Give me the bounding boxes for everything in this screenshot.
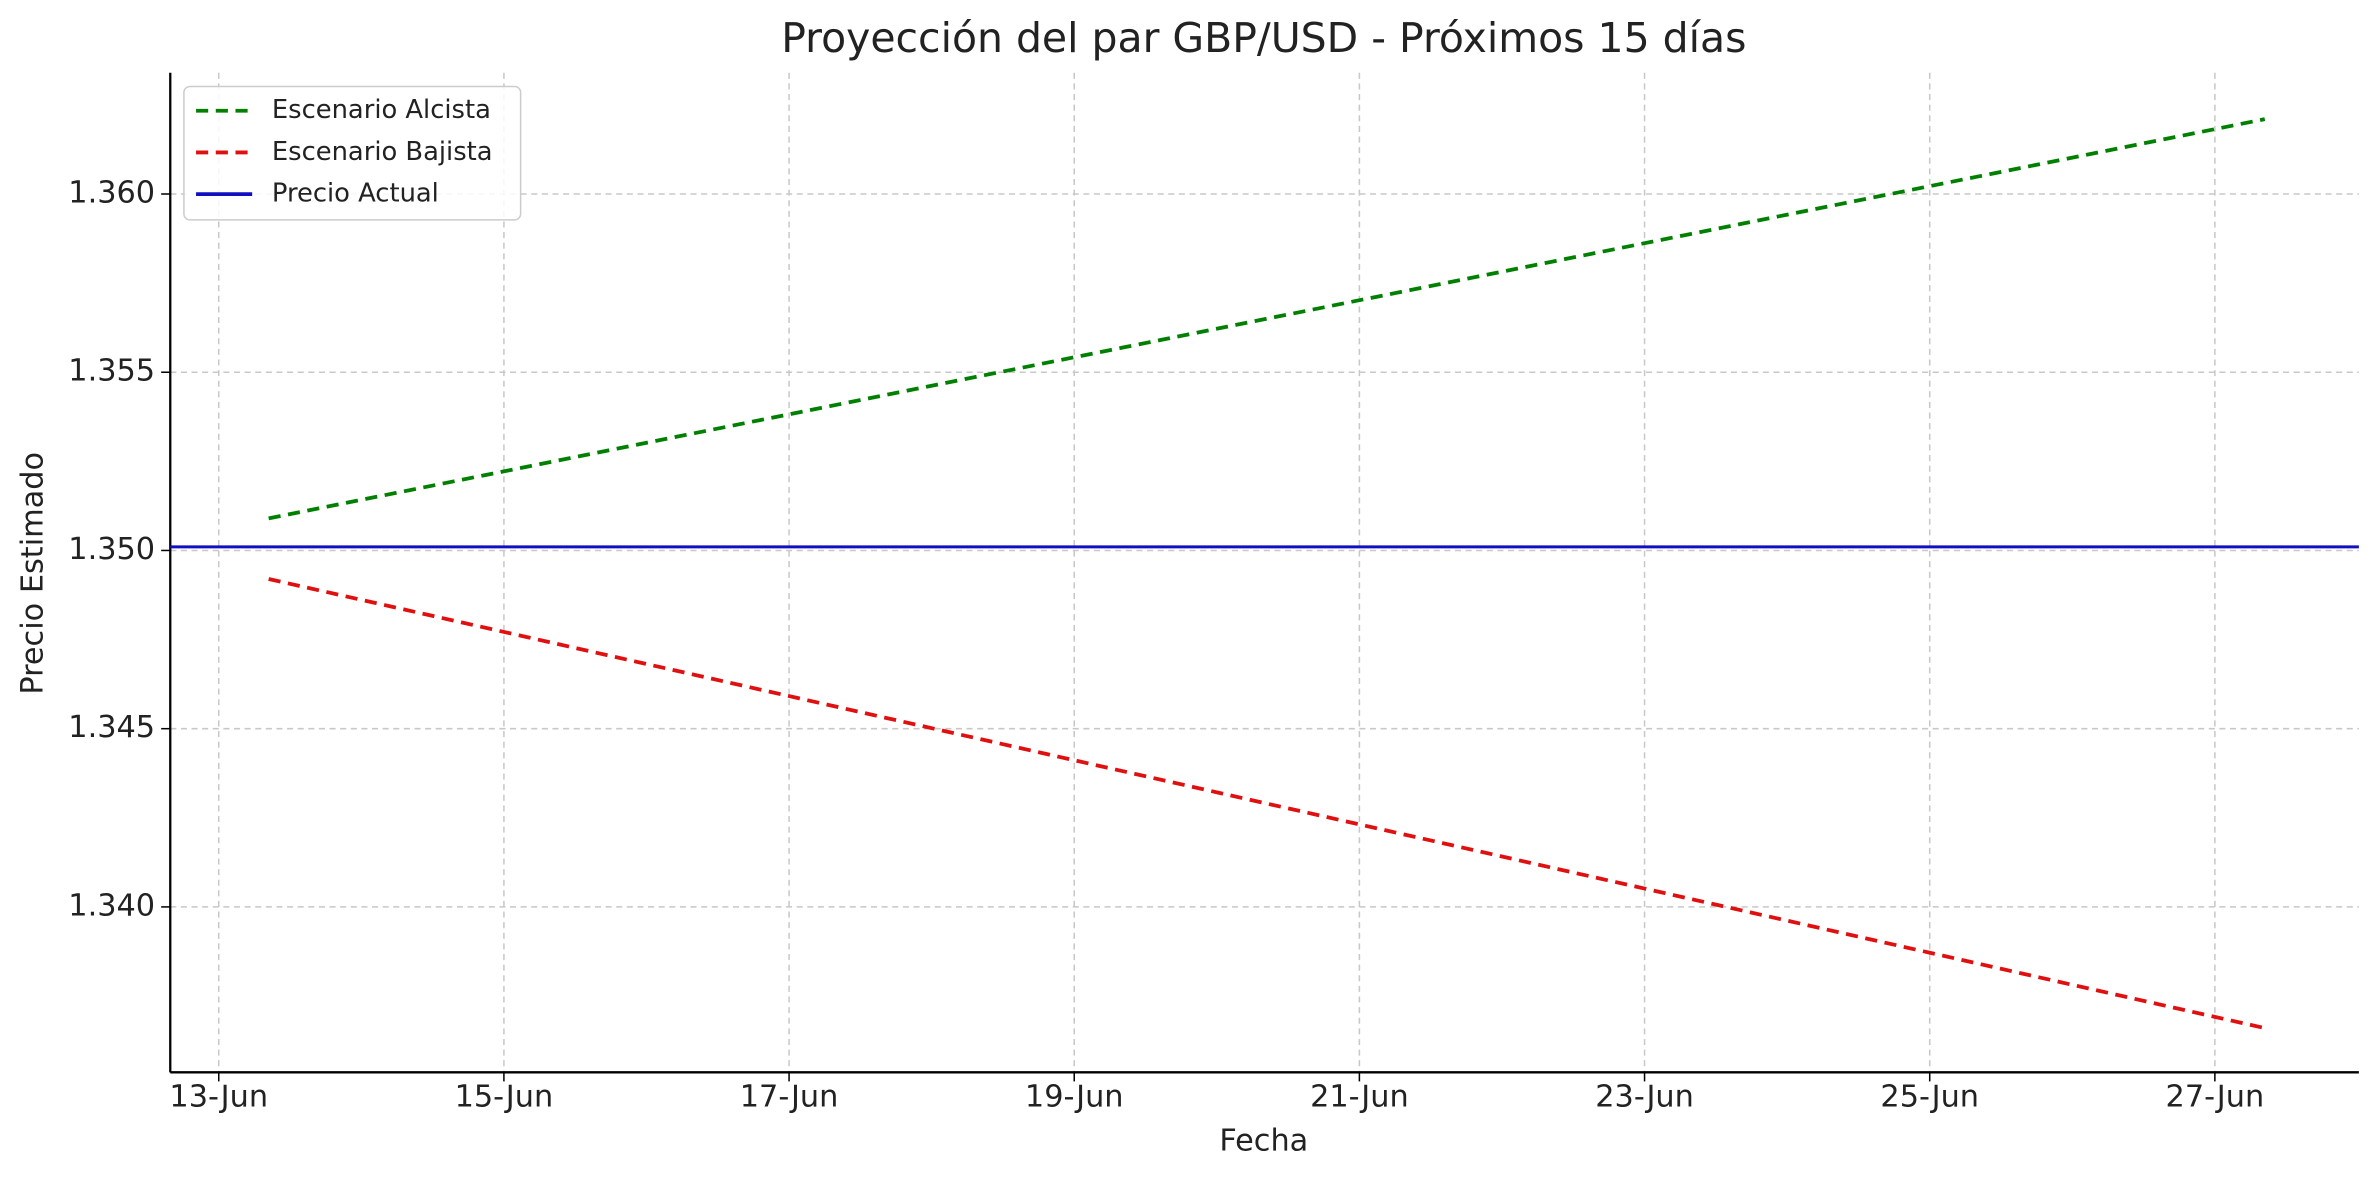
x-tick-label: 19-Jun: [1025, 1080, 1124, 1115]
legend-label: Escenario Bajista: [272, 137, 493, 167]
legend-label: Precio Actual: [272, 179, 439, 209]
x-tick-label: 23-Jun: [1595, 1080, 1694, 1115]
x-tick-label: 21-Jun: [1310, 1080, 1409, 1115]
y-tick-label: 1.360: [68, 175, 155, 210]
legend-box: [183, 85, 522, 221]
legend: Escenario Alcista Escenario Bajista Precio…: [183, 85, 522, 221]
legend-label: Escenario Alcista: [272, 95, 491, 125]
x-axis-label: Fecha: [1219, 1124, 1308, 1159]
data-line: [268, 117, 2266, 521]
y-tick-label: 1.345: [68, 710, 155, 745]
y-tick-label: 1.340: [68, 888, 155, 923]
data-line: [268, 577, 2266, 1030]
x-tick-label: 13-Jun: [169, 1080, 268, 1115]
chart-title: Proyección del par GBP/USD - Próximos 15…: [781, 14, 1746, 62]
x-tick-label: 27-Jun: [2166, 1080, 2265, 1115]
y-tick-label: 1.350: [68, 532, 155, 567]
y-tick-label: 1.355: [68, 354, 155, 389]
x-tick-label: 15-Jun: [455, 1080, 554, 1115]
y-axis-label: Precio Estimado: [15, 452, 50, 695]
x-tick-label: 25-Jun: [1880, 1080, 1979, 1115]
x-tick-label: 17-Jun: [740, 1080, 839, 1115]
